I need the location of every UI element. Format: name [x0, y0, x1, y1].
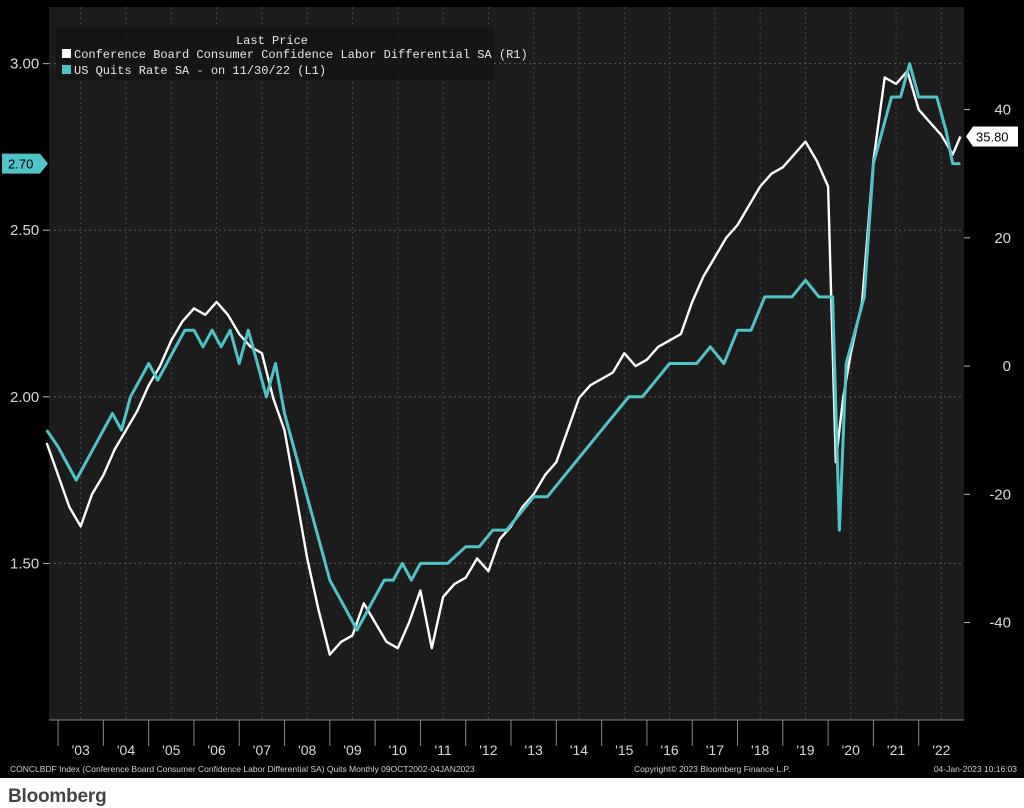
x-tick-label: '13: [525, 742, 543, 758]
right-tick-label: 0: [1003, 358, 1011, 375]
legend-box: [56, 27, 494, 80]
x-tick-label: '11: [434, 742, 451, 758]
right-axis: -40 -20 0 20 40: [964, 102, 1011, 632]
x-tick-label: '03: [72, 742, 90, 758]
x-tick-label: '17: [706, 742, 724, 758]
left-axis: 1.50 2.00 2.50 3.00: [10, 56, 49, 572]
x-tick-label: '19: [796, 742, 814, 758]
x-tick-label: '10: [389, 742, 407, 758]
footer-right: 04-Jan-2023 10:16:03: [934, 764, 1017, 774]
legend-title: Last Price: [236, 34, 308, 48]
legend: Last Price Conference Board Consumer Con…: [56, 27, 528, 80]
x-tick-label: '06: [207, 742, 225, 758]
x-tick-label: '12: [479, 742, 497, 758]
quits-last-value-tag: [2, 153, 48, 174]
right-tick-label: -40: [989, 615, 1011, 632]
x-tick-label: '16: [660, 742, 678, 758]
bloomberg-brand: Bloomberg: [8, 786, 107, 807]
x-tick-label: '21: [887, 742, 905, 758]
x-tick-label: '08: [298, 742, 316, 758]
left-tick-label: 2.50: [10, 222, 39, 239]
left-tick-label: 2.00: [10, 389, 39, 406]
x-axis: '03 '04 '05 '06 '07 '08 '09 '10 '11 '12 '13 '14 '15 '…: [49, 719, 964, 758]
x-tick-label: '22: [932, 742, 950, 758]
x-tick-label: '14: [570, 742, 588, 758]
x-tick-label: '05: [162, 742, 180, 758]
footer-center: Copyright© 2023 Bloomberg Finance L.P.: [634, 764, 790, 774]
x-tick-label: '20: [842, 742, 860, 758]
left-tick-label: 1.50: [10, 555, 39, 572]
x-tick-label: '07: [253, 742, 271, 758]
legend-entry-quits-rate: US Quits Rate SA - on 11/30/22 (L1): [74, 64, 326, 78]
left-tick-label: 3.00: [10, 56, 39, 73]
conference-board-last-value-tag: [966, 126, 1018, 147]
legend-swatch-quits-rate: [62, 65, 71, 74]
chart-frame: 1.50 2.00 2.50 3.00 -40 -20 0 20 40 '03'04'05'0…: [0, 0, 1024, 778]
conference-board-last-value-label: 35.80: [976, 130, 1009, 145]
plot-area: [49, 7, 964, 720]
quits-last-value-label: 2.70: [8, 157, 33, 172]
x-tick-label: '18: [751, 742, 769, 758]
legend-swatch-conference-board: [62, 49, 71, 58]
last-value-tags: 2.70 35.80: [2, 126, 1018, 174]
legend-entry-conference-board: Conference Board Consumer Confidence Lab…: [74, 48, 528, 62]
x-tick-label: '09: [343, 742, 361, 758]
x-tick-label: '04: [117, 742, 135, 758]
x-tick-label: '15: [615, 742, 633, 758]
right-tick-label: 20: [994, 230, 1011, 247]
footer-left: CONCLBDF Index (Conference Board Consume…: [10, 764, 475, 774]
right-tick-label: 40: [994, 102, 1011, 119]
right-tick-label: -20: [989, 486, 1011, 503]
quits-rate-series-line: [45, 62, 961, 632]
